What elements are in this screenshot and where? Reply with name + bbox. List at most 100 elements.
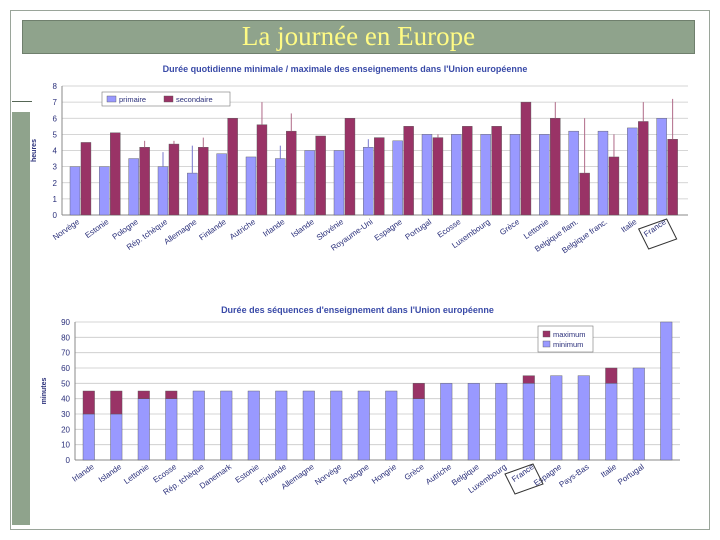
- chart2-category-label: Irlande: [70, 462, 96, 484]
- chart2-category-label: Danemark: [198, 462, 234, 491]
- chart2-ytick: 80: [61, 333, 70, 342]
- chart2-category-label: Islande: [97, 462, 124, 484]
- chart1-highlight-box: [637, 218, 678, 250]
- chart1-ytick: 4: [53, 147, 58, 156]
- chart1-category-label: Islande: [289, 217, 316, 239]
- chart2-category-label: Hongrie: [370, 462, 399, 486]
- chart2-ytick: 60: [61, 364, 70, 373]
- chart1-bar-secondaire: [139, 147, 150, 216]
- chart1-bar-primaire: [597, 130, 609, 216]
- chart2-legend-swatch-minimum: [542, 340, 551, 348]
- chart1-bar-secondaire: [374, 137, 385, 216]
- chart1-bar-primaire: [509, 134, 521, 216]
- chart1-category-label: Autriche: [228, 217, 258, 242]
- chart2-category-label: Italie: [599, 462, 618, 479]
- decorative-line: [12, 101, 32, 102]
- chart1-category-label: Norvège: [51, 217, 81, 242]
- chart2-highlight-box: [504, 463, 544, 495]
- chart1-ytick: 6: [53, 114, 58, 123]
- chart1-ylabel: heures: [31, 139, 38, 162]
- chart2-category-label: Autriche: [424, 462, 454, 487]
- chart2-bar-maximum: [412, 383, 425, 399]
- chart1-bar-secondaire: [638, 121, 649, 216]
- chart2-ylabel: minutes: [41, 377, 48, 404]
- chart2-bar-minimum: [632, 367, 645, 461]
- chart2-bar-minimum: [247, 390, 260, 461]
- chart1-bar-primaire: [216, 153, 227, 216]
- chart2-category-label: Portugal: [616, 462, 646, 487]
- chart2-category-label: Lettonie: [122, 462, 151, 486]
- chart2-bar-maximum: [110, 390, 123, 415]
- chart2-bar-minimum: [330, 390, 343, 461]
- chart1-bar-primaire: [157, 166, 169, 216]
- chart2-bar-minimum: [165, 398, 178, 461]
- chart1-bar-primaire: [656, 118, 667, 216]
- chart1-bar-secondaire: [491, 126, 502, 216]
- chart2-ytick: 10: [61, 441, 70, 450]
- chart2-bar-minimum: [495, 383, 508, 461]
- chart1-bar-primaire: [568, 130, 579, 216]
- chart1-category-label: Finlande: [197, 217, 228, 242]
- chart2-bar-minimum: [302, 390, 315, 461]
- chart2-bar-minimum: [137, 398, 150, 461]
- chart1-bar-primaire: [539, 134, 550, 216]
- chart2-ytick: 0: [66, 456, 71, 465]
- chart1-bar-primaire: [363, 147, 374, 216]
- chart2-category-label: Estonie: [234, 462, 261, 485]
- chart1-ytick: 8: [53, 82, 58, 91]
- chart1-bar-primaire: [187, 172, 198, 216]
- chart2-category-label: Pays-Bas: [557, 462, 590, 489]
- chart2-bar-minimum: [192, 390, 205, 461]
- chart2-legend-label-minimum: minimum: [553, 340, 583, 349]
- chart1-bar-secondaire: [462, 126, 473, 216]
- chart1-bar-primaire: [99, 166, 110, 216]
- chart2-bar-minimum: [577, 375, 590, 461]
- chart2-bar-maximum: [165, 390, 178, 399]
- chart1-bar-primaire: [304, 150, 315, 216]
- chart2-ytick: 40: [61, 395, 70, 404]
- chart1-category-label: Portugal: [404, 217, 434, 242]
- chart2-legend-label-maximum: maximum: [553, 330, 586, 339]
- chart1-legend-swatch-secondaire: [163, 95, 174, 103]
- slide-title-bar: La journée en Europe: [22, 20, 695, 54]
- chart2-bar-minimum: [467, 383, 480, 461]
- chart1-category-label: Grèce: [498, 217, 521, 237]
- chart1-bar-secondaire: [608, 156, 620, 216]
- chart1-legend-swatch-primaire: [106, 95, 117, 103]
- chart1-bar-primaire: [275, 158, 286, 216]
- chart2-category-label: Norvège: [313, 462, 343, 487]
- chart2-bar-minimum: [220, 390, 233, 461]
- chart2-bar-minimum: [385, 390, 398, 461]
- slide-title: La journée en Europe: [241, 21, 476, 51]
- chart2-bar-minimum: [82, 413, 95, 461]
- chart1-bar-primaire: [451, 134, 462, 216]
- chart1-category-label: Allemagne: [162, 217, 199, 246]
- chart2-bar-minimum: [357, 390, 370, 461]
- chart2-category-label: Pologne: [341, 462, 371, 487]
- chart1-bar-secondaire: [286, 130, 297, 216]
- chart1-ytick: 7: [53, 98, 58, 107]
- chart2-bar-maximum: [82, 390, 95, 415]
- chart1-ytick: 3: [53, 163, 58, 172]
- chart2-title: Durée des séquences d'enseignement dans …: [221, 305, 494, 315]
- chart1-bar-primaire: [245, 156, 257, 216]
- chart1-bar-primaire: [480, 134, 491, 216]
- chart1-bar-secondaire: [520, 101, 532, 216]
- chart1-bar-secondaire: [550, 118, 561, 216]
- chart1-legend-label-secondaire: secondaire: [176, 95, 213, 104]
- chart2-bar-minimum: [605, 383, 618, 461]
- chart1-bar-secondaire: [110, 132, 121, 216]
- chart2-legend-swatch-maximum: [542, 330, 551, 338]
- chart1-bar-primaire: [69, 166, 81, 216]
- chart2-bar-minimum: [412, 398, 425, 461]
- chart2-bar-maximum: [605, 367, 618, 384]
- chart1-bar-secondaire: [256, 124, 268, 216]
- chart1-bar-primaire: [392, 140, 403, 216]
- chart1-title: Durée quotidienne minimale / maximale de…: [163, 64, 528, 74]
- chart1-bar-primaire: [627, 127, 638, 216]
- chart2-bar-minimum: [110, 413, 123, 461]
- chart1-ytick: 2: [53, 179, 58, 188]
- chart2-category-label: Grèce: [403, 462, 426, 482]
- chart1-category-label: Italie: [619, 217, 638, 234]
- chart1-category-label: Estonie: [83, 217, 110, 240]
